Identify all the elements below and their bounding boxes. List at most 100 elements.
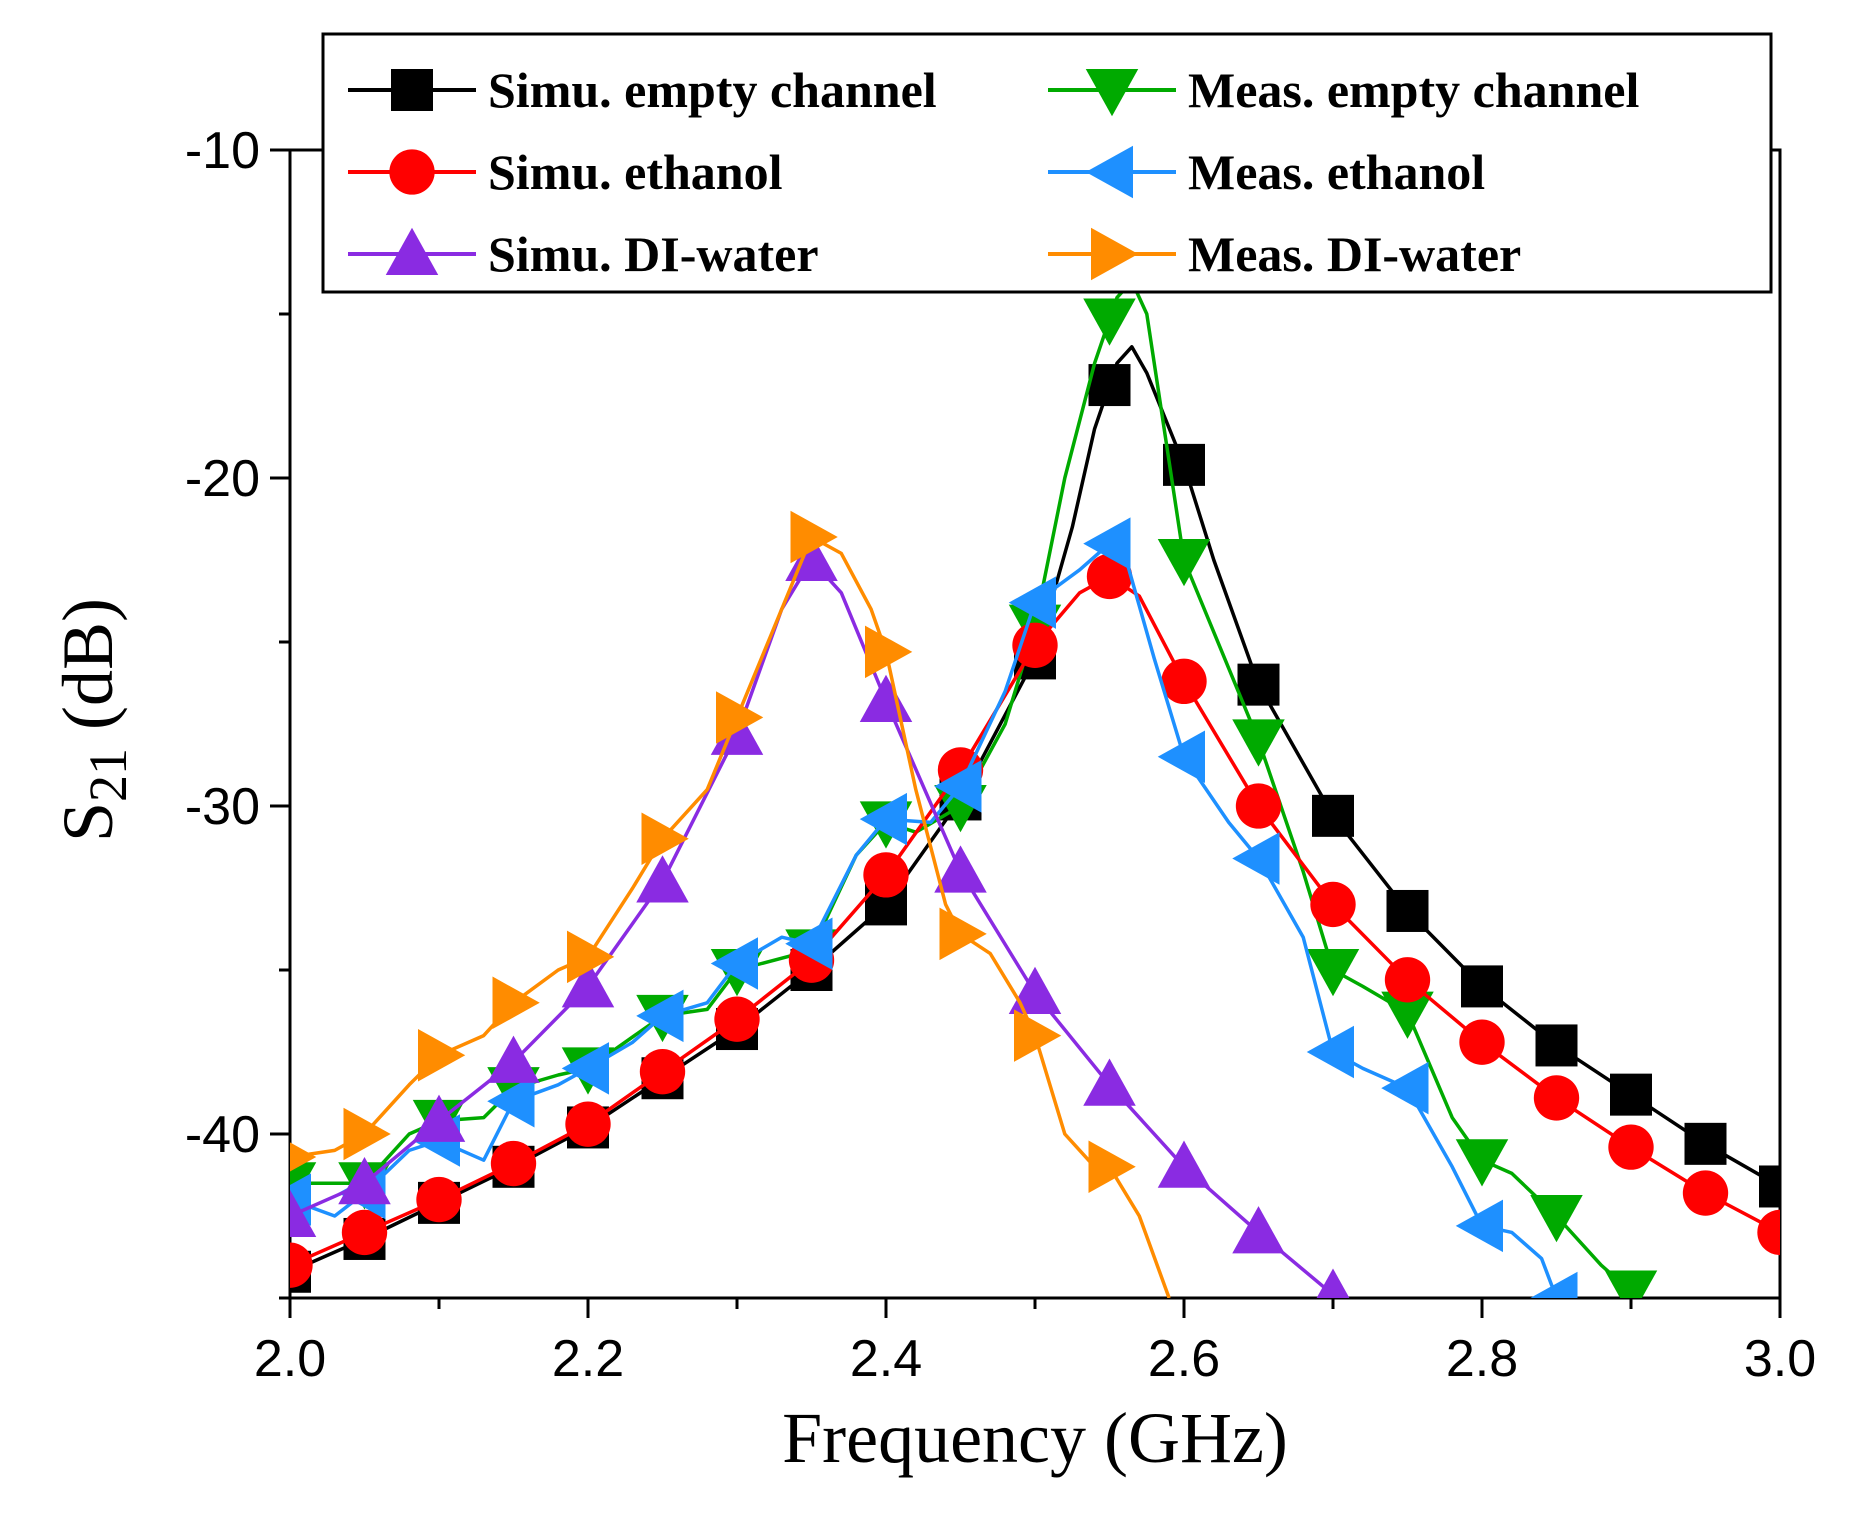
data-point [416, 1176, 462, 1223]
data-point [1237, 663, 1280, 706]
data-point [710, 937, 758, 990]
data-point [343, 1107, 391, 1161]
data-point [1455, 1199, 1503, 1253]
data-point [714, 996, 760, 1042]
data-point [1157, 539, 1211, 587]
data-point [490, 1140, 537, 1187]
series-2 [290, 553, 1780, 1288]
y-axis-title: S21 (dB) [48, 598, 138, 842]
data-point [1306, 949, 1360, 997]
legend-label: Meas. DI-water [1188, 226, 1521, 282]
y-axis-title-unit: (dB) [48, 598, 128, 748]
data-point [290, 1189, 317, 1237]
data-point [341, 1209, 388, 1256]
series-layer [290, 279, 1780, 1298]
legend: Simu. empty channel Meas. empty channel Si… [321, 32, 1773, 294]
legend-item: Meas. DI-water [1048, 226, 1521, 282]
data-point [561, 960, 615, 1008]
data-point [1684, 1122, 1727, 1165]
data-point [1535, 1024, 1578, 1067]
data-point [487, 1035, 540, 1083]
legend-marker [385, 227, 439, 275]
data-point [1316, 1268, 1350, 1298]
data-point [1157, 1140, 1211, 1188]
y-tick-label: -40 [185, 1106, 260, 1164]
data-point [639, 1049, 686, 1095]
data-point [1232, 1206, 1285, 1254]
data-point [492, 976, 540, 1030]
legend-label: Meas. empty channel [1188, 62, 1639, 118]
data-point [859, 674, 913, 723]
data-point [1161, 658, 1207, 705]
data-point [1682, 1170, 1729, 1216]
data-point [859, 792, 907, 846]
legend-marker [1085, 69, 1139, 117]
x-tick-label: 2.0 [254, 1330, 326, 1388]
legend-item: Simu. DI-water [348, 226, 819, 282]
legend-marker [391, 69, 433, 111]
legend-label: Meas. ethanol [1188, 144, 1485, 200]
data-point [487, 1074, 535, 1128]
data-point [1014, 1009, 1062, 1062]
data-point [716, 691, 764, 744]
data-point [1530, 1195, 1583, 1243]
data-point [1008, 966, 1062, 1014]
data-point [1312, 794, 1354, 837]
series-line [290, 345, 1780, 1274]
y-tick-label: -30 [185, 778, 260, 836]
legend-label: Simu. DI-water [488, 226, 819, 282]
data-point [1088, 1140, 1136, 1194]
series-3 [290, 517, 1578, 1298]
data-point [1235, 783, 1282, 829]
ticks-layer: 2.0 2.2 2.4 2.6 2.8 3.0 -10 -20 -30 -40 [185, 122, 1816, 1388]
data-point [636, 855, 689, 903]
y-axis-title-subscript: 21 [78, 748, 138, 802]
data-point [1384, 957, 1431, 1003]
data-point [1306, 1025, 1354, 1079]
data-point [418, 1029, 466, 1082]
data-point [1008, 576, 1056, 629]
data-point [641, 812, 689, 866]
data-point [1381, 1061, 1429, 1115]
data-point [1459, 1019, 1505, 1065]
data-point [1608, 1124, 1654, 1170]
legend-label: Simu. ethanol [488, 144, 783, 200]
x-tick-label: 3.0 [1744, 1330, 1816, 1388]
y-axis-title-main: S [48, 802, 128, 842]
series-5 [290, 510, 1171, 1298]
data-point [939, 907, 987, 961]
legend-item: Meas. empty channel [1048, 62, 1639, 118]
data-point [1083, 517, 1131, 570]
series-4 [290, 533, 1350, 1298]
x-tick-label: 2.2 [552, 1330, 624, 1388]
x-tick-label: 2.4 [850, 1330, 922, 1388]
series-line [290, 574, 1780, 1267]
plot-frame [288, 148, 1782, 1300]
data-point [1083, 298, 1136, 346]
legend-item: Meas. ethanol [1048, 144, 1485, 200]
data-point [1386, 889, 1429, 932]
data-point [934, 845, 987, 893]
data-point [863, 852, 909, 898]
legend-items: Simu. empty channel Meas. empty channel Si… [348, 62, 1639, 282]
legend-box [321, 32, 1773, 294]
legend-item: Simu. empty channel [348, 62, 937, 118]
data-point [1530, 1271, 1578, 1298]
legend-marker [1085, 145, 1133, 199]
data-point [561, 1042, 609, 1095]
x-tick-label: 2.6 [1148, 1330, 1220, 1388]
legend-item: Simu. ethanol [348, 144, 783, 200]
data-point [1088, 364, 1131, 407]
data-point [1757, 1209, 1780, 1256]
data-point [290, 1242, 313, 1288]
data-point [412, 1094, 466, 1142]
data-point [290, 1142, 317, 1172]
data-point [790, 510, 838, 564]
data-point [1610, 1073, 1652, 1116]
data-point [636, 989, 684, 1043]
legend-label: Simu. empty channel [488, 62, 937, 118]
data-point [1455, 1139, 1509, 1187]
data-point [565, 1101, 611, 1147]
x-tick-label: 2.8 [1446, 1330, 1518, 1388]
